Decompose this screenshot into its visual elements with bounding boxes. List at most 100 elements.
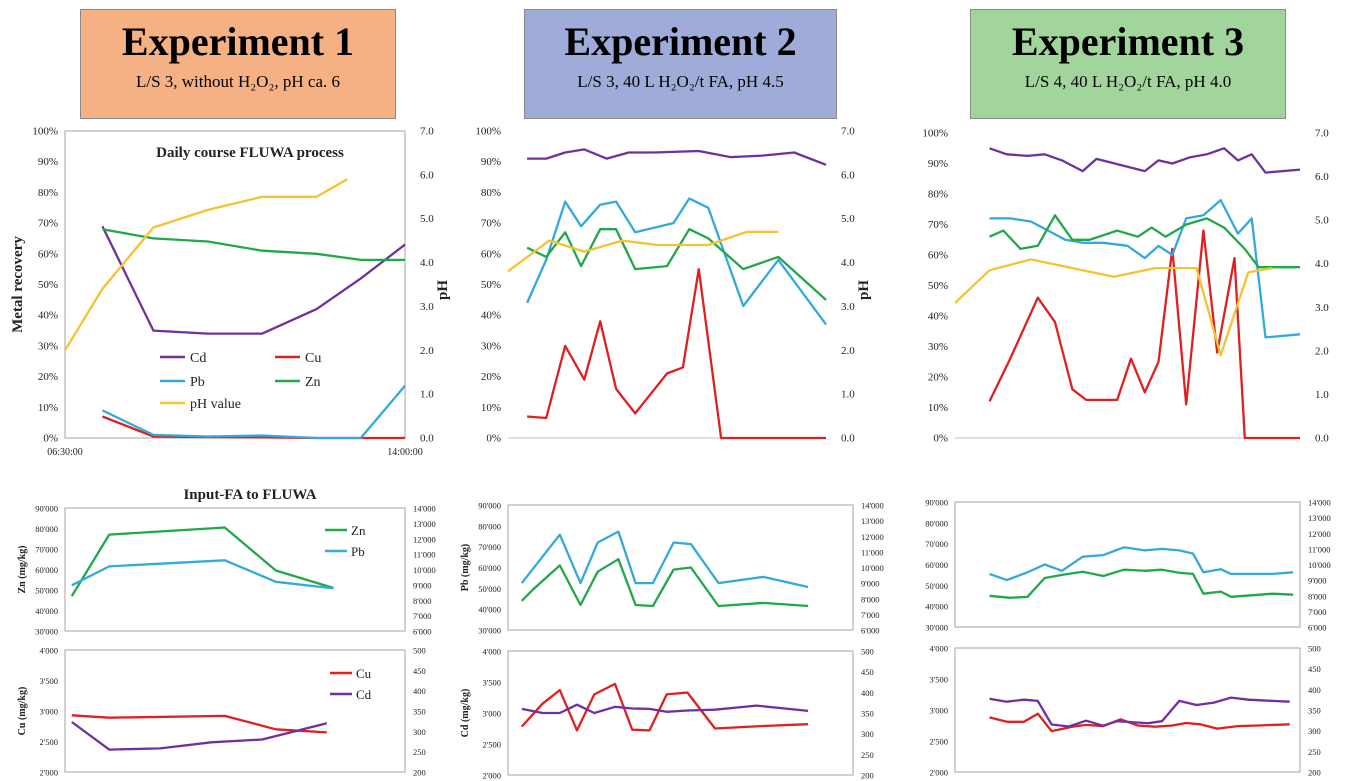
y-tick-label: 50% xyxy=(928,280,948,292)
y2-tick-label: 7.0 xyxy=(420,126,434,138)
experiment-1-header: Experiment 1 L/S 3, without H₂O₂, pH ca.… xyxy=(80,9,396,119)
y-tick-label: 70% xyxy=(928,219,948,231)
series-line-pb xyxy=(71,559,334,590)
y-tick-label: 50% xyxy=(481,279,501,291)
y-tick-label: 70'000 xyxy=(925,539,948,549)
y-tick-label: 0% xyxy=(43,433,58,445)
y2-tick-label: 2.0 xyxy=(841,345,855,357)
series-line-zn xyxy=(70,526,334,597)
y2-tick-label: 7'000 xyxy=(861,610,880,620)
y-tick-label: 30'000 xyxy=(478,626,501,636)
y-tick-label: 3'000 xyxy=(482,709,501,719)
legend-label: pH value xyxy=(190,397,241,412)
y2-tick-label: 450 xyxy=(1308,664,1321,674)
experiment-3-header: Experiment 3 L/S 4, 40 L H₂O₂/t FA, pH 4… xyxy=(970,9,1286,119)
y-tick-label: 90% xyxy=(38,156,58,168)
series-line-cd xyxy=(527,148,827,166)
legend-label: Cd xyxy=(190,351,206,366)
y2-tick-label: 13'000 xyxy=(413,519,436,529)
x-tick-label: 14:00:00 xyxy=(387,447,423,458)
y2-tick-label: 1.0 xyxy=(841,389,855,401)
y-tick-label: 2'500 xyxy=(482,740,501,750)
y-tick-label: 60'000 xyxy=(35,565,58,575)
y2-tick-label: 250 xyxy=(413,747,426,757)
y-tick-label: 20% xyxy=(38,371,58,383)
y-axis-title: Metal recovery xyxy=(10,236,26,333)
y-tick-label: 80'000 xyxy=(925,518,948,528)
experiment-2-subtitle: L/S 3, 40 L H₂O₂/t FA, pH 4.5 xyxy=(577,72,784,91)
y2-tick-label: 350 xyxy=(861,709,874,719)
legend-exp1-recovery: Cd Cu Pb Zn pH value xyxy=(160,351,321,412)
y-tick-label: 10% xyxy=(481,402,501,414)
experiment-1-subtitle: L/S 3, without H₂O₂, pH ca. 6 xyxy=(135,72,341,91)
y-tick-label: 70% xyxy=(481,218,501,230)
y-tick-label: 3'500 xyxy=(929,675,948,685)
y2-tick-label: 5.0 xyxy=(1315,215,1329,227)
y-axis-title: Pb (mg/kg) xyxy=(460,544,471,592)
y-tick-label: 40% xyxy=(481,310,501,322)
y2-tick-label: 5.0 xyxy=(841,213,855,225)
y2-tick-label: 300 xyxy=(413,727,426,737)
y-tick-label: 100% xyxy=(922,128,948,140)
chart-exp2-input-cu-cd: 2'000 2'500 3'000 3'500 4'000 200 250 300 350 400… xyxy=(460,647,874,781)
y-tick-label: 30'000 xyxy=(925,623,948,633)
y-tick-label: 2'000 xyxy=(39,768,58,778)
y2-tick-label: 7'000 xyxy=(413,611,432,621)
y-tick-label: 2'500 xyxy=(39,737,58,747)
y2-tick-label: 6'000 xyxy=(861,626,880,636)
y2-tick-label: 12'000 xyxy=(861,532,884,542)
y2-tick-label: 14'000 xyxy=(413,504,436,514)
y-tick-label: 40'000 xyxy=(35,606,58,616)
y2-tick-label: 5.0 xyxy=(420,213,434,225)
y-tick-label: 4'000 xyxy=(482,647,501,657)
series-line-cu xyxy=(988,229,1300,440)
plot-frame xyxy=(507,504,854,631)
y-tick-label: 20% xyxy=(928,372,948,384)
y2-tick-label: 11'000 xyxy=(413,550,435,560)
y2-tick-label: 0.0 xyxy=(420,433,434,445)
y-tick-label: 100% xyxy=(32,126,58,138)
legend-label: Pb xyxy=(190,375,205,390)
series-line-zn xyxy=(989,568,1294,599)
legend-label: Cu xyxy=(356,666,372,681)
y2-tick-label: 8'000 xyxy=(861,594,880,604)
y-axis-title: Cu (mg/kg) xyxy=(17,687,28,736)
y2-tick-label: 9'000 xyxy=(413,580,432,590)
series-line-cd xyxy=(989,696,1290,728)
y-tick-label: 20% xyxy=(481,371,501,383)
y2-tick-label: 200 xyxy=(861,771,874,781)
y2-axis-title: pH xyxy=(856,280,872,300)
y-tick-label: 50'000 xyxy=(478,584,501,594)
y2-tick-label: 13'000 xyxy=(1308,513,1331,523)
y-tick-label: 30% xyxy=(38,340,58,352)
series-line-ph xyxy=(507,230,779,273)
y2-tick-label: 400 xyxy=(413,686,426,696)
y-tick-label: 2'000 xyxy=(482,771,501,781)
y2-tick-label: 300 xyxy=(861,729,874,739)
y-tick-label: 90'000 xyxy=(925,498,948,508)
chart-title: Input-FA to FLUWA xyxy=(183,487,316,503)
y-tick-label: 10% xyxy=(38,402,58,414)
series-line-cu xyxy=(71,714,327,734)
legend-exp1-cu-cd: Cu Cd xyxy=(330,666,372,702)
y2-tick-label: 3.0 xyxy=(1315,302,1329,314)
legend-label: Zn xyxy=(305,375,321,390)
y-tick-label: 70'000 xyxy=(35,545,58,555)
y-tick-label: 30'000 xyxy=(35,627,58,637)
y2-tick-label: 12'000 xyxy=(1308,529,1331,539)
series-line-ph xyxy=(954,258,1273,357)
y-tick-label: 4'000 xyxy=(929,644,948,654)
series-line-pb xyxy=(101,385,406,440)
experiment-2-title: Experiment 2 xyxy=(564,19,797,64)
y-tick-label: 40'000 xyxy=(478,605,501,615)
series-line-zn xyxy=(989,214,1300,269)
y-tick-label: 4'000 xyxy=(39,646,58,656)
chart-exp3-input-zn-pb: 30'000 40'000 50'000 60'000 70'000 80'000 90'0… xyxy=(925,498,1331,633)
y-axis-title: Cd (mg/kg) xyxy=(460,689,471,738)
experiment-3-subtitle: L/S 4, 40 L H₂O₂/t FA, pH 4.0 xyxy=(1024,72,1232,91)
y-tick-label: 90'000 xyxy=(35,504,58,514)
y2-tick-label: 500 xyxy=(861,647,874,657)
chart-title: Daily course FLUWA process xyxy=(156,145,344,161)
y2-tick-label: 500 xyxy=(1308,644,1321,654)
